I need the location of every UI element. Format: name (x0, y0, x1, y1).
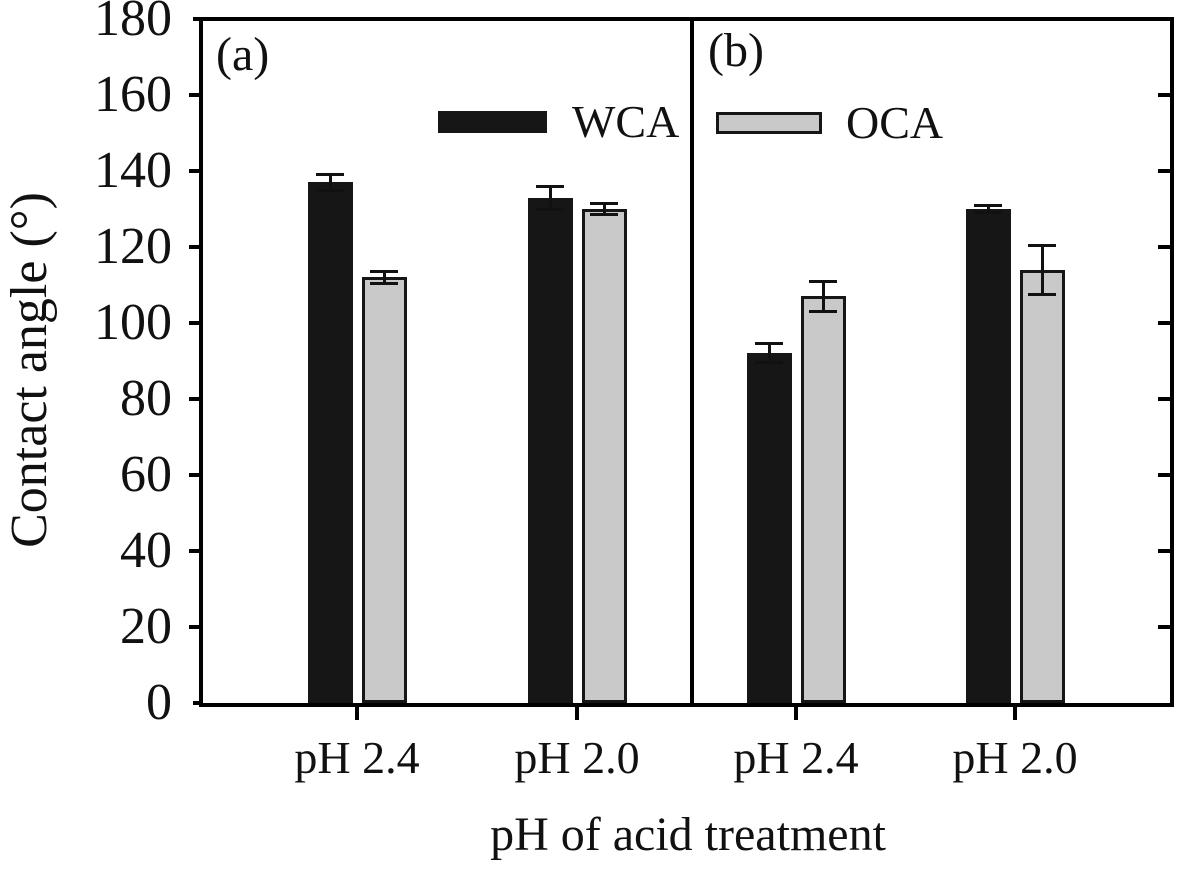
bar-a-ph2.0-wca (527, 197, 573, 703)
y-tick-right-100 (1158, 321, 1170, 325)
y-tick-label-80: 80 (120, 370, 172, 427)
y-tick-label-160: 160 (94, 66, 172, 123)
y-tick-left-60 (189, 473, 203, 477)
bar-a-ph2.0-wca-errorbar-stem (548, 186, 552, 209)
bar-b-ph2.0-oca (1019, 269, 1065, 703)
bar-b-ph2.0-wca-errorbar-cap-top (974, 203, 1002, 207)
y-tick-right-20 (1158, 625, 1170, 629)
bar-a-ph2.0-oca-errorbar-stem (602, 203, 606, 215)
bar-a-ph2.4-wca-errorbar-cap-bottom (316, 188, 344, 192)
bar-a-ph2.4-oca-errorbar-cap-top (370, 270, 398, 274)
panel-label-b: (b) (708, 24, 764, 77)
y-tick-label-0: 0 (146, 674, 172, 731)
bar-a-ph2.4-oca-errorbar-stem (382, 271, 386, 284)
bar-b-ph2.0-wca-errorbar-stem (986, 205, 990, 213)
x-tick-label-b-ph2.4: pH 2.4 (733, 732, 859, 783)
legend-label-wca: WCA (572, 96, 680, 147)
bar-b-ph2.4-oca-errorbar-cap-top (809, 279, 837, 283)
bar-a-ph2.0-oca-errorbar-cap-bottom (590, 213, 618, 217)
x-tick-b-ph2.4 (794, 703, 798, 720)
panel-divider (690, 17, 694, 703)
bar-a-ph2.0-wca-errorbar-cap-top (536, 184, 564, 188)
legend-label-oca: OCA (846, 97, 944, 148)
x-tick-a-ph2.0 (575, 703, 579, 720)
y-tick-label-120: 120 (94, 218, 172, 275)
y-tick-right-40 (1158, 549, 1170, 553)
y-tick-right-60 (1158, 473, 1170, 477)
plot-frame (199, 17, 1174, 707)
y-tick-right-120 (1158, 245, 1170, 249)
bar-b-ph2.0-oca-errorbar-cap-top (1028, 243, 1056, 247)
bar-b-ph2.4-wca (746, 353, 792, 703)
y-tick-label-40: 40 (120, 522, 172, 579)
y-tick-label-60: 60 (120, 446, 172, 503)
x-tick-a-ph2.4 (355, 703, 359, 720)
bar-b-ph2.0-oca-errorbar-cap-bottom (1028, 293, 1056, 296)
x-tick-label-a-ph2.4: pH 2.4 (294, 732, 420, 783)
y-tick-left-100 (189, 321, 203, 325)
x-tick-label-a-ph2.0: pH 2.0 (514, 732, 640, 783)
x-tick-label-b-ph2.0: pH 2.0 (952, 732, 1078, 783)
bar-b-ph2.0-oca-errorbar-stem (1040, 245, 1044, 295)
bar-a-ph2.4-wca-errorbar-stem (328, 174, 332, 190)
y-tick-label-180: 180 (94, 0, 172, 47)
bar-a-ph2.0-oca-errorbar-cap-top (590, 201, 618, 205)
y-tick-left-40 (189, 549, 203, 553)
bar-b-ph2.4-oca-errorbar-stem (821, 281, 825, 312)
y-tick-label-20: 20 (120, 598, 172, 655)
y-tick-left-80 (189, 397, 203, 401)
bar-b-ph2.4-oca-errorbar-cap-bottom (809, 310, 837, 314)
bar-a-ph2.4-wca-errorbar-cap-top (316, 173, 344, 177)
y-tick-right-140 (1158, 169, 1170, 173)
y-tick-left-0 (193, 701, 203, 705)
bar-b-ph2.4-wca-errorbar-stem (767, 343, 771, 363)
y-tick-left-160 (189, 93, 203, 97)
bar-a-ph2.4-oca-errorbar-cap-bottom (370, 281, 398, 285)
bar-a-ph2.4-oca (361, 277, 407, 703)
panel-label-a: (a) (216, 28, 270, 81)
bar-b-ph2.4-oca (800, 296, 846, 703)
y-tick-right-160 (1158, 93, 1170, 97)
bar-a-ph2.0-wca-errorbar-cap-bottom (536, 207, 564, 211)
bar-a-ph2.0-oca (581, 209, 627, 703)
x-axis-title: pH of acid treatment (490, 808, 886, 861)
bar-b-ph2.4-wca-errorbar-cap-bottom (755, 361, 783, 365)
bar-b-ph2.0-wca-errorbar-cap-bottom (974, 211, 1002, 215)
y-tick-right-80 (1158, 397, 1170, 401)
y-tick-left-180 (193, 17, 203, 21)
y-tick-left-140 (189, 169, 203, 173)
bar-b-ph2.0-wca (965, 209, 1011, 703)
legend-swatch-oca (716, 112, 822, 134)
y-tick-left-20 (189, 625, 203, 629)
bar-a-ph2.4-wca (307, 182, 353, 703)
y-tick-label-100: 100 (94, 294, 172, 351)
bar-b-ph2.4-wca-errorbar-cap-top (755, 342, 783, 346)
x-tick-b-ph2.0 (1013, 703, 1017, 720)
y-tick-left-120 (189, 245, 203, 249)
y-tick-label-140: 140 (94, 142, 172, 199)
legend-swatch-wca (438, 111, 547, 133)
